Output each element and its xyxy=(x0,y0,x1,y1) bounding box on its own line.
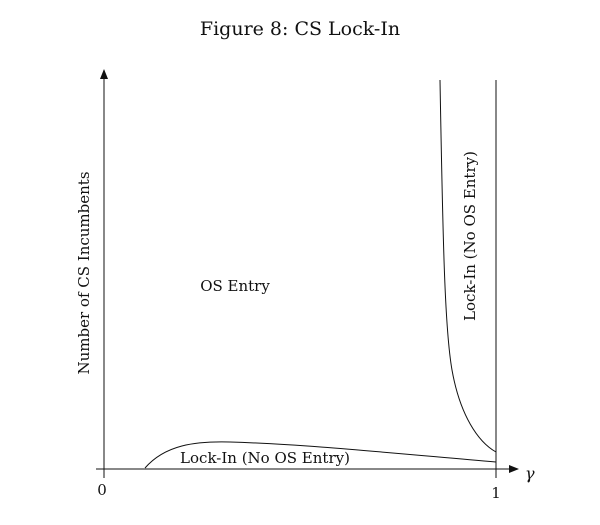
os-entry-label: OS Entry xyxy=(200,277,270,295)
x-end-label: 1 xyxy=(491,484,501,502)
lock-in-right-label: Lock-In (No OS Entry) xyxy=(461,151,479,321)
lock-in-bottom-label: Lock-In (No OS Entry) xyxy=(180,449,350,467)
x-origin-label: 0 xyxy=(97,481,107,499)
x-axis-symbol: γ xyxy=(525,464,535,483)
y-axis-label: Number of CS Incumbents xyxy=(75,171,93,374)
